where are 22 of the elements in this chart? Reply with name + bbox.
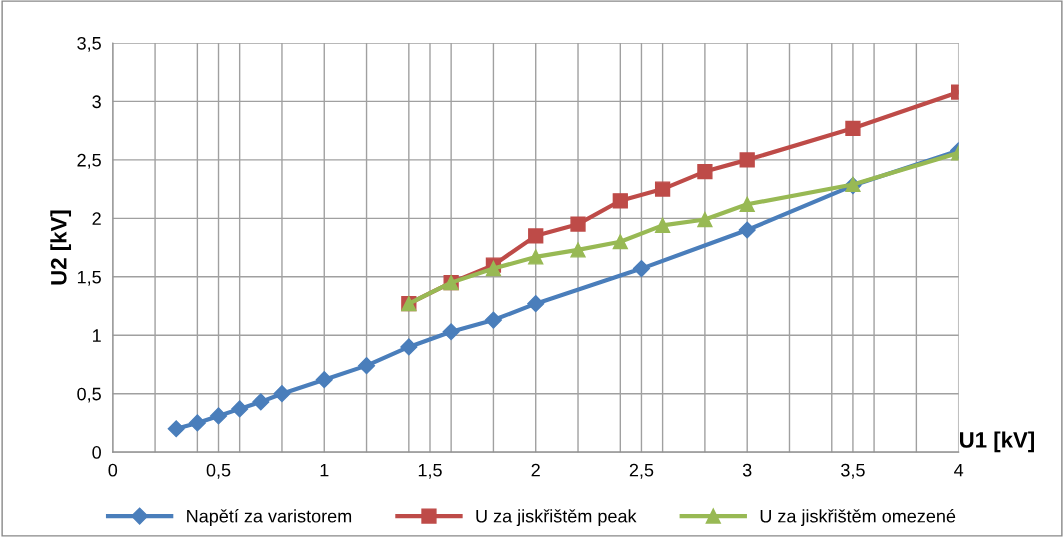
y-tick-label: 2 <box>92 212 101 225</box>
x-axis-title: U1 [kV] <box>960 431 1034 453</box>
y-tick-label: 0 <box>92 446 101 459</box>
y-tick-label: 1,5 <box>77 270 101 286</box>
x-tick-label: 1,5 <box>418 463 442 479</box>
x-tick-label: 2,5 <box>629 463 654 479</box>
x-tick-label: 3,5 <box>841 463 865 479</box>
legend-label: U za jiskřištěm omezené <box>760 509 956 527</box>
legend-label: U za jiskřištěm peak <box>476 509 637 527</box>
x-tick-label: 2 <box>531 463 540 477</box>
x-tick-label: 0 <box>108 463 118 477</box>
x-tick-label: 4 <box>954 463 964 477</box>
legend-label: Napětí za varistorem <box>187 509 352 527</box>
x-tick-label: 0,5 <box>206 463 231 479</box>
y-tick-label: 1 <box>93 329 101 342</box>
x-tick-label: 3 <box>742 463 752 477</box>
y-tick-label: 0,5 <box>77 387 101 403</box>
y-tick-label: 3 <box>92 95 101 109</box>
y-axis-title: U2 [kV] <box>50 210 72 285</box>
x-tick-label: 1 <box>320 463 329 477</box>
y-tick-label: 2,5 <box>77 153 101 169</box>
y-tick-label: 3,5 <box>77 36 101 52</box>
